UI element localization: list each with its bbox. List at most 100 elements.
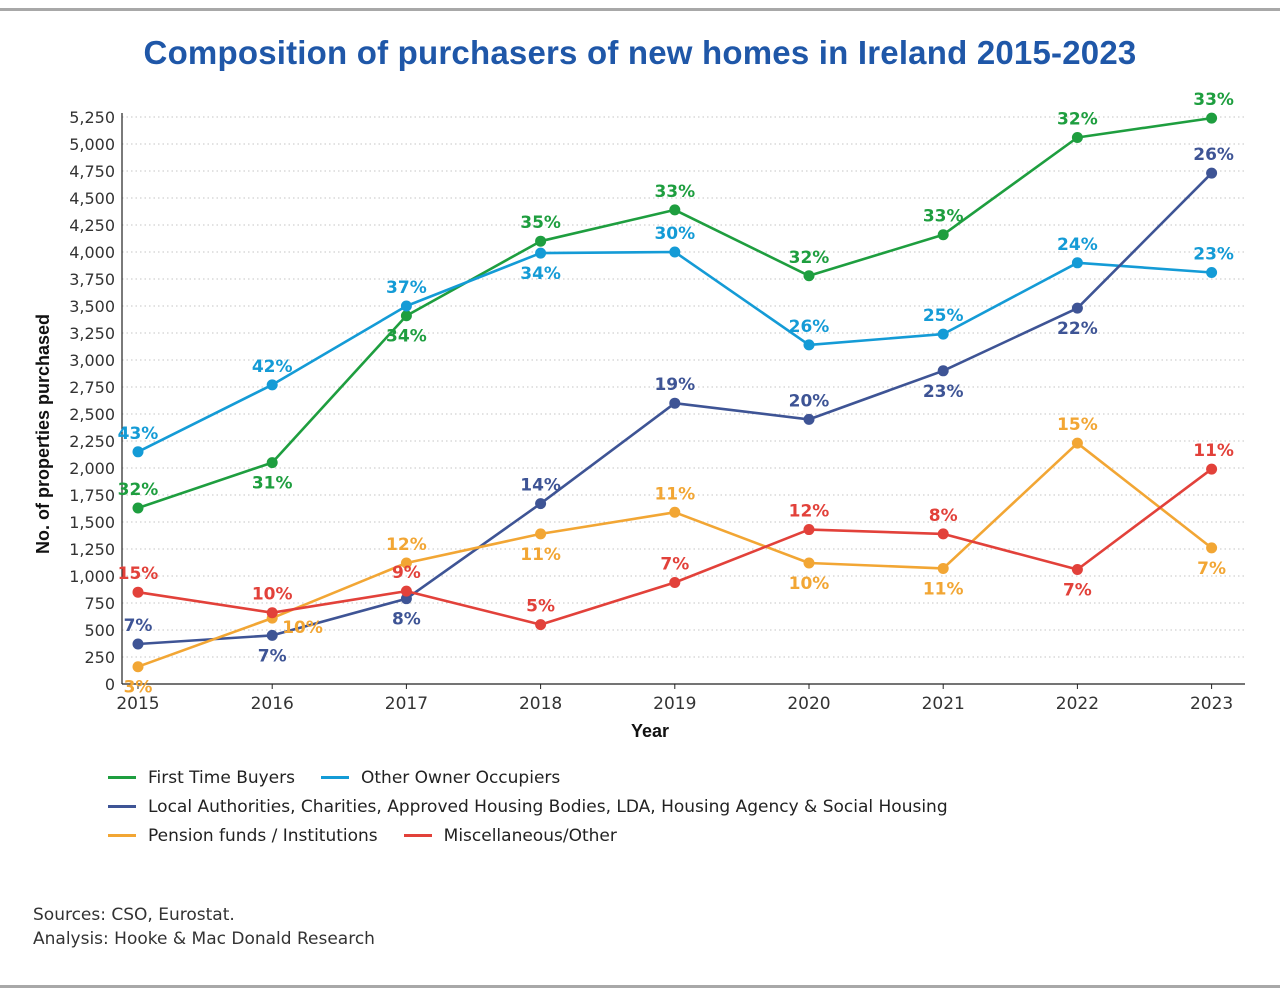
legend-swatch	[321, 776, 349, 779]
data-label: 11%	[923, 579, 964, 599]
y-tick-label: 2,750	[69, 378, 115, 397]
data-label: 10%	[252, 585, 293, 605]
data-point	[400, 557, 412, 569]
x-tick-label: 2016	[251, 694, 294, 714]
data-point	[1071, 132, 1083, 144]
sources-line: Sources: CSO, Eurostat.	[33, 905, 235, 925]
data-label: 20%	[789, 391, 830, 411]
data-label: 8%	[392, 610, 421, 630]
data-point	[400, 310, 412, 322]
data-point	[266, 379, 278, 391]
y-tick-label: 3,250	[69, 324, 115, 343]
data-label: 22%	[1057, 319, 1098, 339]
data-point	[937, 229, 949, 241]
data-point	[803, 339, 815, 351]
legend-item-pension-funds: Pension funds / Institutions	[108, 826, 378, 846]
y-tick-label: 4,250	[69, 216, 115, 235]
data-label: 43%	[118, 424, 159, 444]
data-label: 32%	[1057, 110, 1098, 130]
bottom-rule	[0, 985, 1280, 988]
data-label: 7%	[258, 646, 287, 666]
data-label: 26%	[789, 317, 830, 337]
legend-item-miscellaneous: Miscellaneous/Other	[403, 825, 617, 846]
data-label: 37%	[386, 278, 427, 298]
data-label: 33%	[923, 207, 964, 227]
y-tick-label: 5,000	[69, 135, 115, 154]
data-label: 33%	[1193, 90, 1234, 110]
y-tick-label: 4,750	[69, 162, 115, 181]
sources-note: Sources: CSO, Eurostat. Analysis: Hooke …	[33, 903, 375, 951]
y-tick-label: 4,000	[69, 243, 115, 262]
y-tick-label: 250	[84, 648, 115, 667]
legend-item-other-owner-occupiers: Other Owner Occupiers	[321, 768, 560, 788]
data-label: 19%	[654, 375, 695, 395]
legend-label: First Time Buyers	[148, 767, 295, 788]
y-tick-label: 1,000	[69, 567, 115, 586]
data-label: 34%	[520, 264, 561, 284]
data-point	[132, 446, 144, 458]
data-point	[937, 528, 949, 540]
legend-row: Local Authorities, Charities, Approved H…	[108, 792, 974, 821]
y-tick-label: 0	[105, 675, 115, 694]
data-point	[535, 498, 547, 510]
data-point	[803, 270, 815, 282]
data-label: 7%	[1197, 559, 1226, 579]
data-label: 34%	[386, 327, 427, 347]
data-label: 33%	[654, 182, 695, 202]
y-tick-label: 5,250	[69, 108, 115, 127]
legend-label: Pension funds / Institutions	[148, 825, 378, 846]
y-tick-label: 4,500	[69, 189, 115, 208]
data-label: 23%	[923, 382, 964, 402]
legend-item-local-authorities: Local Authorities, Charities, Approved H…	[108, 797, 948, 817]
data-label: 11%	[654, 484, 695, 504]
data-label: 9%	[392, 563, 421, 583]
data-point	[803, 557, 815, 569]
y-tick-label: 2,000	[69, 459, 115, 478]
data-point	[266, 629, 278, 641]
legend-row: Pension funds / Institutions Miscellaneo…	[108, 821, 974, 850]
data-point	[1206, 112, 1218, 124]
data-point	[669, 246, 681, 258]
y-tick-label: 1,750	[69, 486, 115, 505]
legend-label: Local Authorities, Charities, Approved H…	[148, 796, 948, 817]
legend-item-first-time-buyers: First Time Buyers	[108, 768, 295, 788]
data-point	[400, 300, 412, 312]
chart-title: Composition of purchasers of new homes i…	[143, 34, 1137, 71]
data-point	[132, 586, 144, 598]
data-label: 3%	[124, 678, 153, 698]
data-label: 23%	[1193, 245, 1234, 265]
legend-swatch	[108, 805, 136, 808]
data-point	[1071, 564, 1083, 576]
y-tick-label: 1,250	[69, 540, 115, 559]
x-tick-label: 2022	[1056, 694, 1099, 714]
y-tick-label: 3,000	[69, 351, 115, 370]
x-tick-label: 2017	[385, 694, 428, 714]
x-tick-label: 2015	[116, 694, 159, 714]
y-tick-label: 750	[84, 594, 115, 613]
data-label: 7%	[660, 554, 689, 574]
data-label: 32%	[118, 480, 159, 500]
x-tick-label: 2021	[922, 694, 965, 714]
y-tick-label: 3,750	[69, 270, 115, 289]
data-point	[400, 593, 412, 605]
data-label: 11%	[520, 545, 561, 565]
data-label: 7%	[124, 616, 153, 636]
data-label: 15%	[1057, 415, 1098, 435]
data-point	[669, 576, 681, 588]
data-point	[535, 247, 547, 259]
data-point	[937, 365, 949, 377]
top-rule	[0, 8, 1280, 11]
legend-swatch	[108, 834, 136, 837]
data-label: 10%	[282, 618, 323, 638]
data-point	[1206, 542, 1218, 554]
data-point	[535, 619, 547, 631]
data-point	[803, 413, 815, 425]
data-label: 15%	[118, 564, 159, 584]
legend-label: Miscellaneous/Other	[443, 825, 617, 846]
y-tick-label: 2,500	[69, 405, 115, 424]
data-point	[1206, 463, 1218, 475]
data-point	[132, 661, 144, 673]
data-point	[132, 638, 144, 650]
data-point	[669, 397, 681, 409]
data-point	[400, 585, 412, 597]
